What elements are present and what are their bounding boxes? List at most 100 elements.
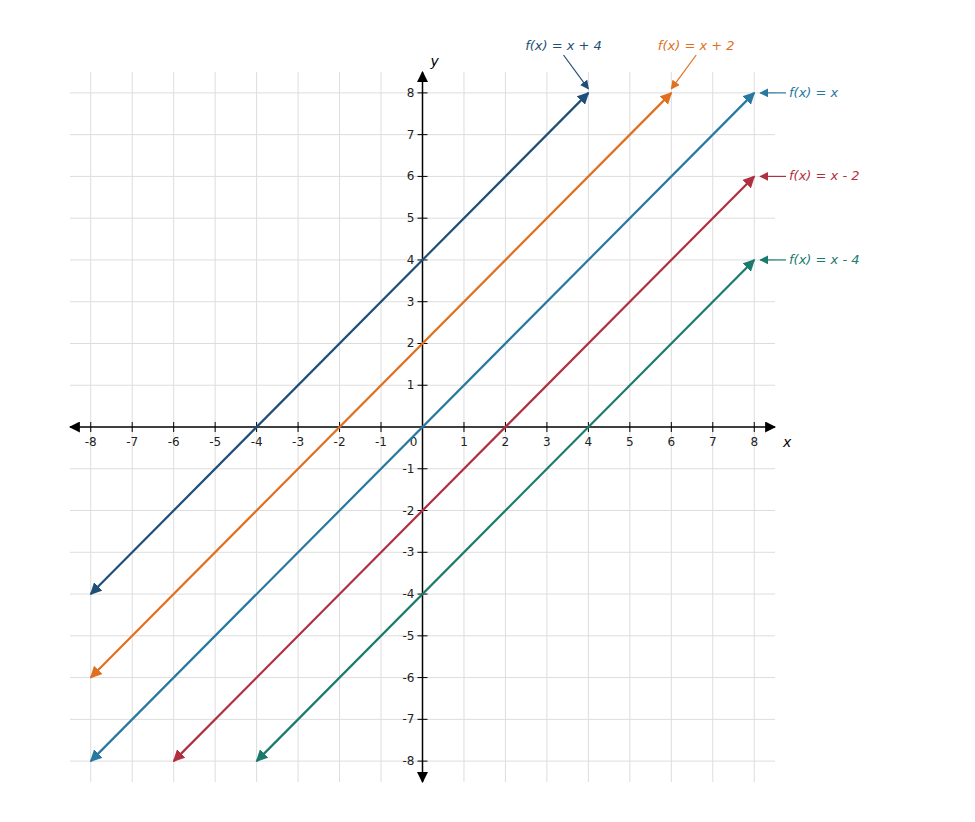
y-tick-label: -8 [403,754,415,768]
x-tick-label: 3 [543,435,551,449]
y-tick [418,134,428,135]
grid-line-x [132,72,133,782]
x-tick-label: -8 [85,435,97,449]
label-arrow [760,92,786,93]
grid [70,72,775,782]
x-tick [90,422,91,432]
x-tick-label: 1 [460,435,468,449]
grid-line-x [298,72,299,782]
y-tick [418,552,428,553]
x-axis-label: x [782,434,792,450]
y-tick-label: 1 [407,378,415,392]
grid-line-y [70,761,775,762]
x-tick [215,422,216,432]
label-arrow [671,55,696,89]
series-line [91,93,672,678]
series-group [91,93,755,761]
y-tick-label: -3 [403,545,415,559]
y-tick-label: 2 [407,336,415,350]
series-line [174,176,755,761]
y-tick [418,635,428,636]
x-tick-label: -7 [126,435,138,449]
chart: -8-7-6-5-4-3-2-1012345678-8-7-6-5-4-3-2-… [0,0,975,822]
y-tick-label: 7 [407,128,415,142]
y-axis-label: y [430,53,440,69]
grid-line-x [671,72,672,782]
grid-line-y [70,92,775,93]
grid-line-y [70,176,775,177]
y-tick [418,677,428,678]
grid-line-x [754,72,755,782]
series-line [91,93,755,761]
x-tick-label: -4 [251,435,263,449]
x-tick [298,422,299,432]
y-tick-label: 5 [407,211,415,225]
y-tick-label: 4 [407,253,415,267]
line-label: f(x) = x + 2 [658,38,735,53]
y-tick-label: 8 [407,86,415,100]
y-tick-label: -7 [403,712,415,726]
line-label: f(x) = x - 2 [789,168,860,183]
y-tick-label: 3 [407,295,415,309]
grid-line-y [70,468,775,469]
line-label: f(x) = x - 4 [789,252,860,267]
x-tick-label: -1 [375,435,387,449]
x-tick-label: 6 [668,435,676,449]
grid-line-y [70,134,775,135]
x-tick-label: -3 [292,435,304,449]
grid-line-x [90,72,91,782]
y-tick [418,176,428,177]
x-tick [754,422,755,432]
grid-line-y [70,301,775,302]
y-tick-label: -5 [403,629,415,643]
y-tick-label: -6 [403,671,415,685]
x-tick-label: -6 [168,435,180,449]
series-line [257,260,755,761]
x-tick-label: 8 [750,435,758,449]
x-tick [173,422,174,432]
grid-line-y [70,552,775,553]
x-tick-label: -2 [334,435,346,449]
x-tick-label: 7 [709,435,717,449]
y-tick [418,301,428,302]
label-arrow [760,259,786,260]
grid-line-x [381,72,382,782]
grid-line-y [70,385,775,386]
y-tick [418,468,428,469]
y-tick [418,92,428,93]
grid-line-x [173,72,174,782]
y-tick [418,761,428,762]
x-tick [132,422,133,432]
grid-line-x [546,72,547,782]
y-tick [418,719,428,720]
x-tick [712,422,713,432]
x-tick-label: 2 [502,435,510,449]
grid-line-x [712,72,713,782]
label-arrow [760,176,786,177]
y-tick [418,385,428,386]
line-label: f(x) = x + 4 [525,38,602,53]
x-tick-label: 5 [626,435,634,449]
y-tick-label: -4 [403,587,415,601]
x-tick [671,422,672,432]
x-tick [463,422,464,432]
y-tick-label: 6 [407,169,415,183]
line-label: f(x) = x [789,85,839,100]
series-line [91,93,589,594]
x-tick-label: -5 [209,435,221,449]
grid-line-x [463,72,464,782]
grid-line-y [70,677,775,678]
y-tick [418,218,428,219]
y-tick-label: -2 [403,504,415,518]
grid-line-y [70,218,775,219]
grid-line-y [70,635,775,636]
x-tick [629,422,630,432]
y-tick-label: -1 [403,462,415,476]
grid-line-x [629,72,630,782]
x-tick [546,422,547,432]
x-tick-label: 4 [585,435,593,449]
grid-line-x [215,72,216,782]
label-arrow [564,55,589,89]
x-tick [381,422,382,432]
grid-line-y [70,719,775,720]
